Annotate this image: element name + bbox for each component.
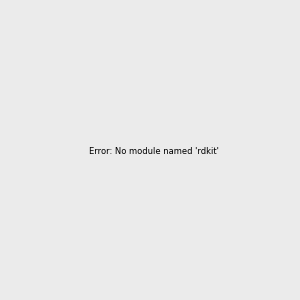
- Text: Error: No module named 'rdkit': Error: No module named 'rdkit': [89, 147, 219, 156]
